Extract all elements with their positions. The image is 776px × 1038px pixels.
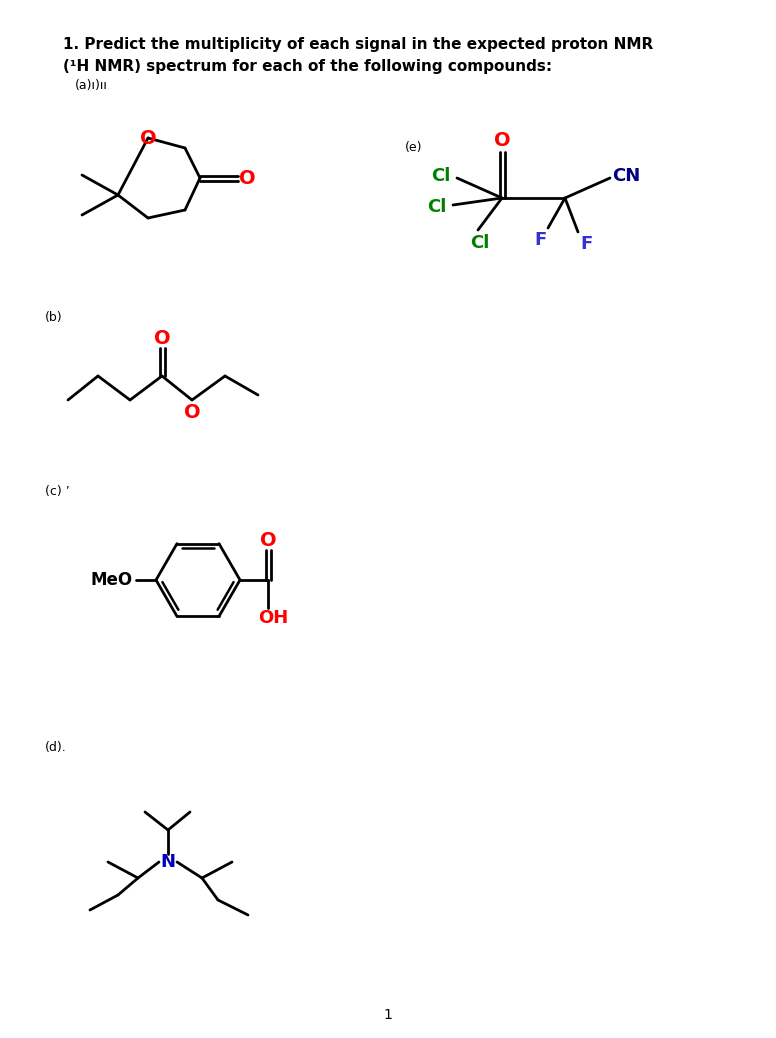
- Text: (¹H NMR) spectrum for each of the following compounds:: (¹H NMR) spectrum for each of the follow…: [63, 59, 553, 75]
- Text: Cl: Cl: [431, 167, 451, 185]
- Text: 1: 1: [383, 1008, 393, 1022]
- Text: Cl: Cl: [470, 234, 490, 252]
- Text: 1. Predict the multiplicity of each signal in the expected proton NMR: 1. Predict the multiplicity of each sign…: [63, 37, 653, 53]
- Text: (e): (e): [405, 141, 422, 155]
- Text: (d).: (d).: [45, 741, 67, 755]
- Text: O: O: [184, 403, 200, 421]
- Text: Cl: Cl: [428, 198, 447, 216]
- Text: (b): (b): [45, 311, 63, 325]
- Text: O: O: [140, 129, 156, 147]
- Text: O: O: [239, 168, 255, 188]
- Text: (c) ’: (c) ’: [45, 486, 70, 498]
- Text: CN: CN: [611, 167, 640, 185]
- Text: O: O: [260, 530, 276, 549]
- Text: F: F: [580, 235, 592, 253]
- Text: O: O: [154, 328, 170, 348]
- Text: O: O: [494, 132, 511, 151]
- Text: N: N: [161, 853, 175, 871]
- Text: (a)ı)ıı: (a)ı)ıı: [75, 80, 108, 92]
- Text: OH: OH: [258, 609, 288, 627]
- Text: F: F: [534, 231, 546, 249]
- Text: MeO: MeO: [91, 571, 133, 589]
